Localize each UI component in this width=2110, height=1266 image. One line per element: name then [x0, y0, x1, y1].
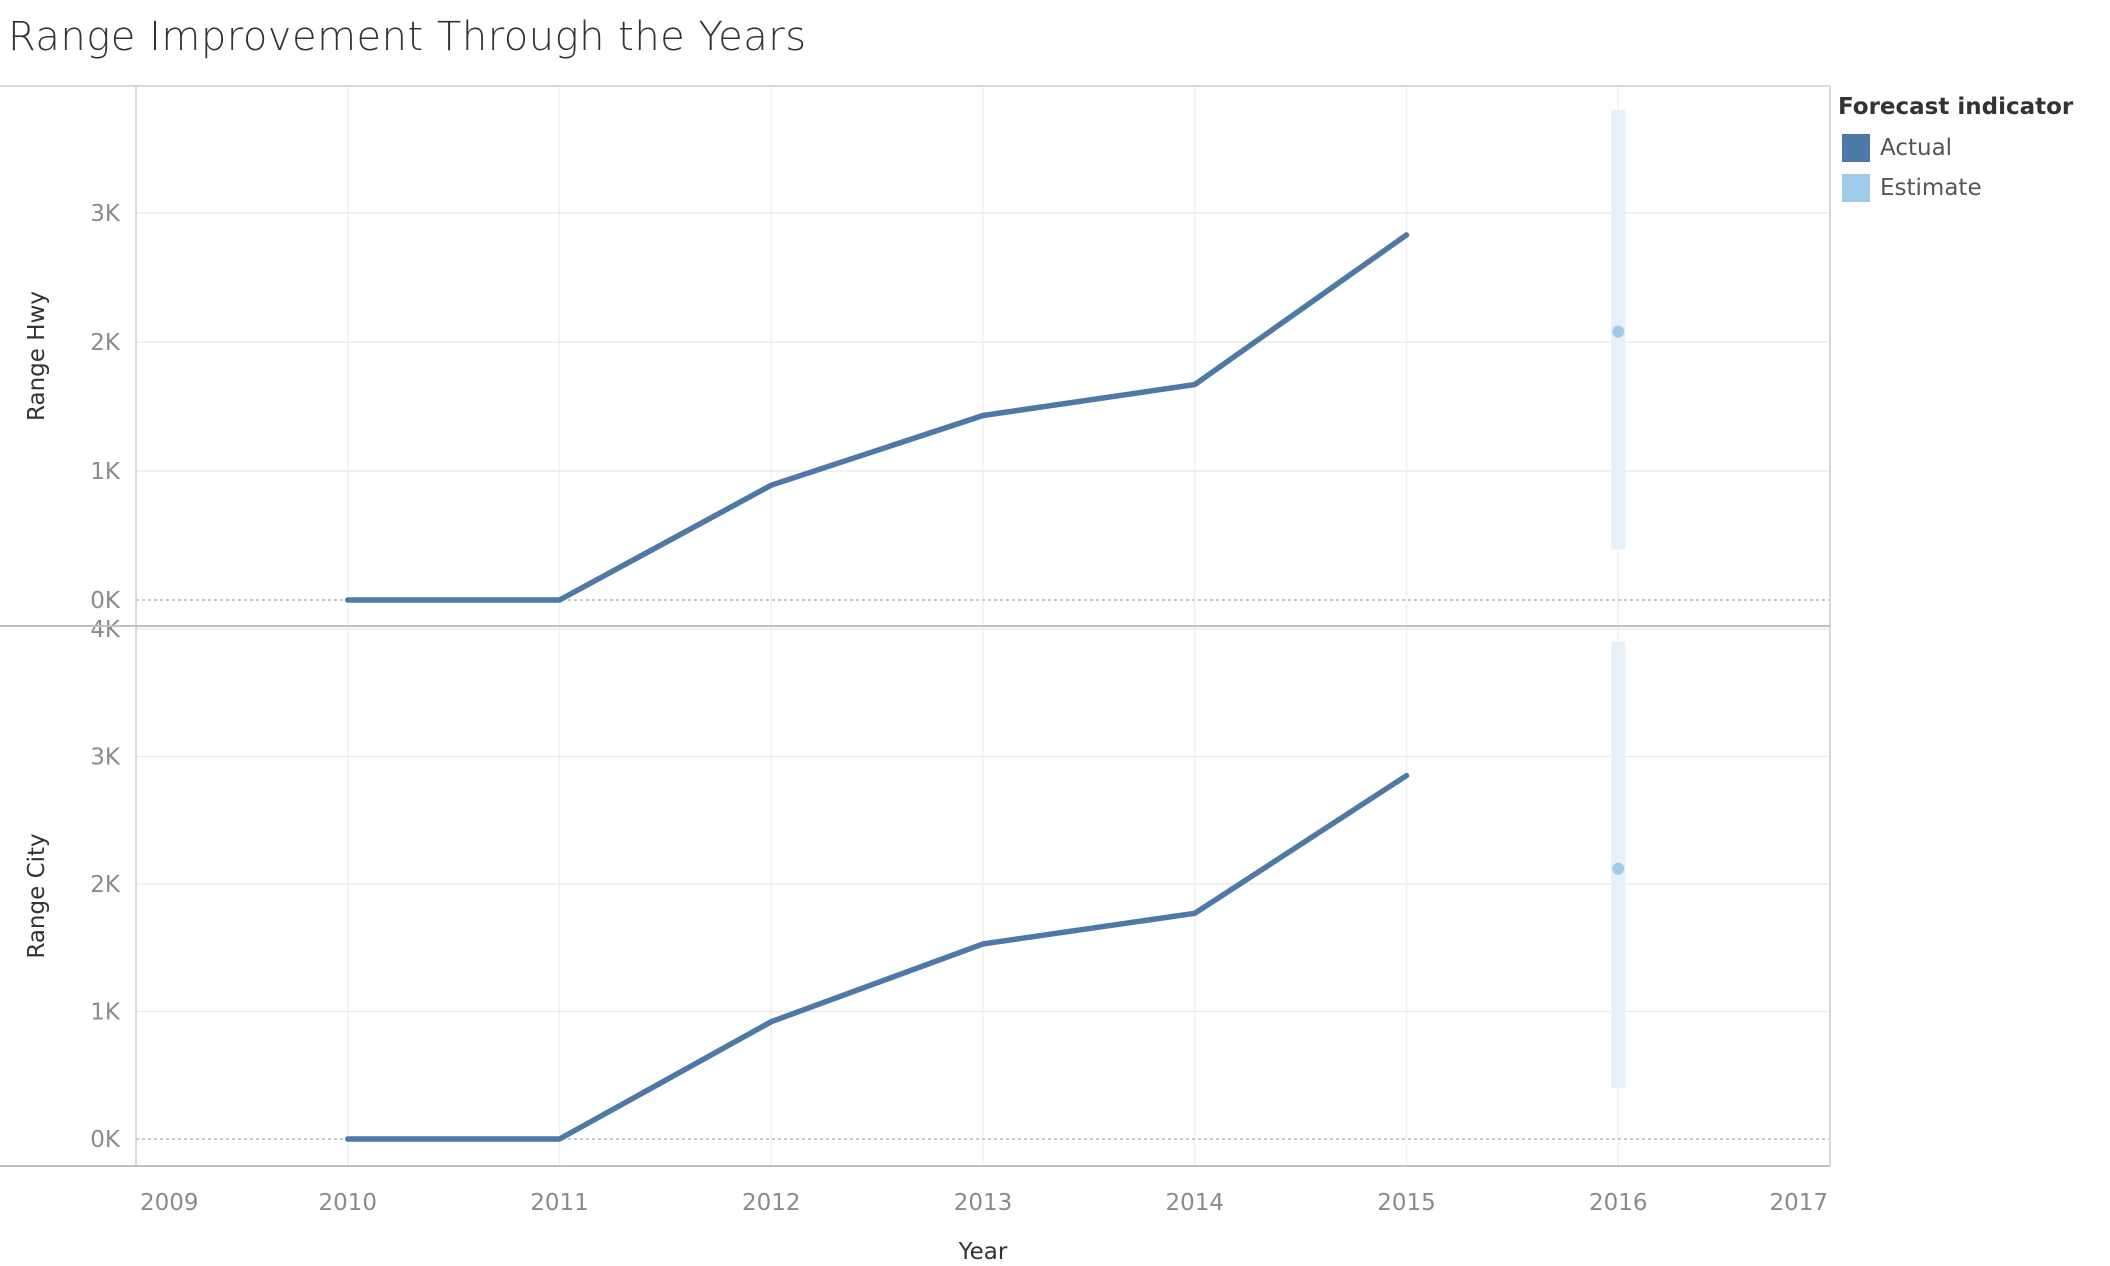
x-tick-label: 2015 [1377, 1190, 1436, 1216]
x-tick-label: 2013 [954, 1190, 1013, 1216]
legend-title: Forecast indicator [1838, 94, 2074, 120]
estimate-point [1612, 862, 1625, 875]
x-tick-label: 2010 [318, 1190, 377, 1216]
y-tick-label: 3K [90, 201, 121, 227]
y-axis-title: Range City [24, 833, 50, 958]
y-axis-title: Range Hwy [24, 291, 50, 421]
x-tick-label: 2017 [1769, 1190, 1828, 1216]
y-tick-label: 0K [90, 1127, 121, 1153]
legend-swatch-actual [1842, 134, 1870, 162]
x-tick-label: 2014 [1165, 1190, 1224, 1216]
x-tick-label: 2012 [742, 1190, 801, 1216]
chart-title: Range Improvement Through the Years [8, 14, 807, 60]
legend-label-estimate: Estimate [1880, 175, 1982, 201]
y-tick-label: 1K [90, 459, 121, 485]
x-axis-title: Year [958, 1239, 1008, 1265]
legend-label-actual: Actual [1880, 135, 1953, 161]
x-tick-label: 2011 [530, 1190, 589, 1216]
legend-item-actual[interactable]: Actual [1838, 128, 2073, 168]
x-tick-label: 2016 [1589, 1190, 1648, 1216]
x-tick-label: 2009 [140, 1190, 199, 1216]
legend: Forecast indicator Actual Estimate [1838, 94, 2073, 208]
legend-swatch-estimate [1842, 174, 1870, 202]
actual-series-line [345, 232, 1410, 603]
y-tick-label: 2K [90, 330, 121, 356]
y-tick-label: 1K [90, 1000, 121, 1026]
y-tick-label: 2K [90, 872, 121, 898]
y-tick-label: 4K [90, 617, 121, 643]
legend-item-estimate[interactable]: Estimate [1838, 168, 2073, 208]
estimate-point [1612, 325, 1625, 338]
y-tick-label: 0K [90, 588, 121, 614]
actual-series-line [345, 772, 1410, 1142]
y-tick-label: 3K [90, 745, 121, 771]
